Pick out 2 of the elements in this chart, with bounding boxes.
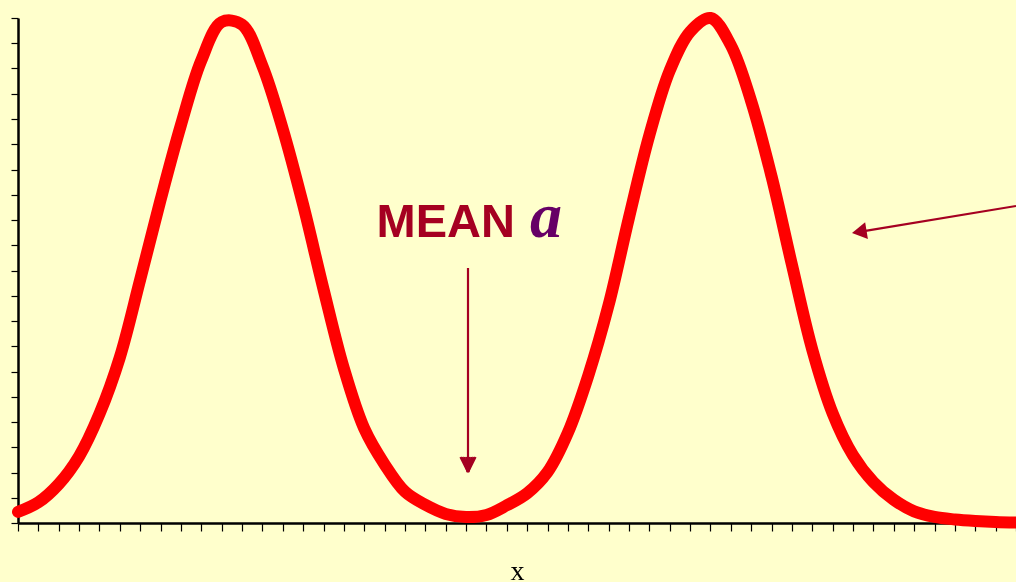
x-axis-title: x — [510, 554, 525, 582]
annotation: MEAN a — [376, 180, 562, 251]
